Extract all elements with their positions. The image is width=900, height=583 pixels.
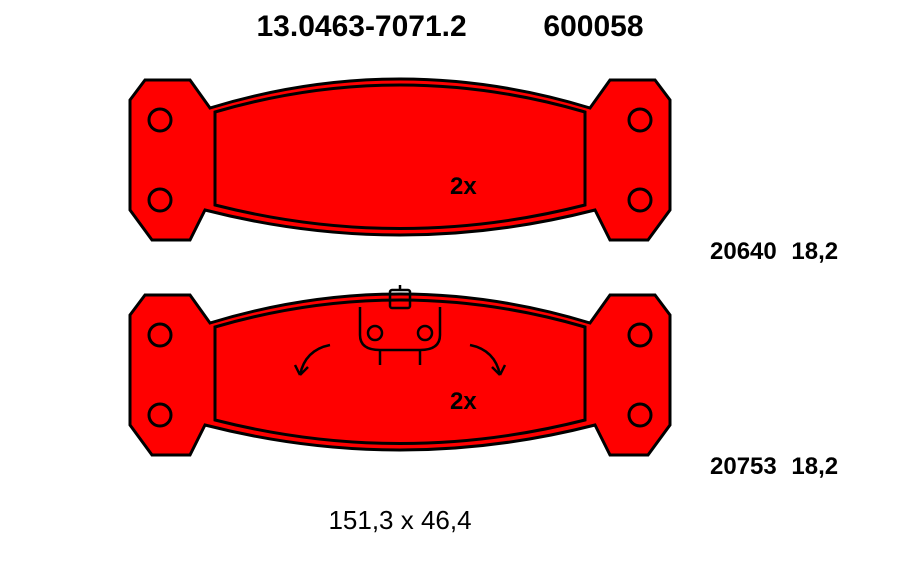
pad-code-bottom: 20753 18,2 [710,453,838,481]
dimensions-label: 151,3 x 46,4 [0,505,800,536]
qty-label-bottom: 2x [450,388,477,416]
secondary-number: 600058 [543,10,643,43]
pad-code-top: 20640 18,2 [710,238,838,266]
brake-pad-bottom [100,285,700,480]
header: 13.0463-7071.2 600058 [0,10,900,44]
qty-label-top: 2x [450,173,477,201]
part-number: 13.0463-7071.2 [257,10,467,43]
diagram-area: Ate ® [0,60,900,540]
brake-pad-top [100,70,700,265]
